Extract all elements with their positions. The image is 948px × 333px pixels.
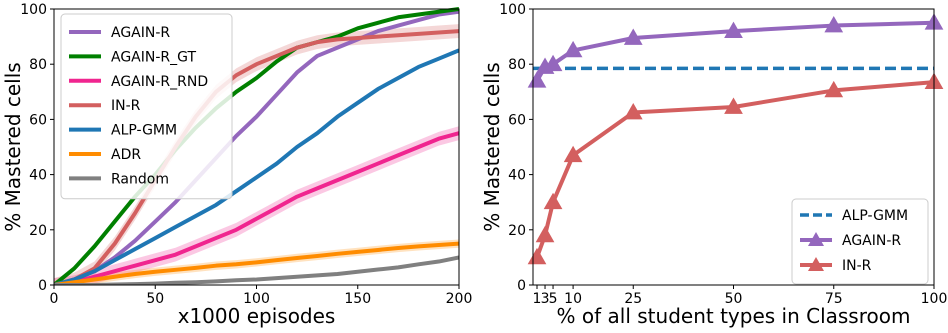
series-line-adr xyxy=(54,241,459,285)
x-tick-label: 100 xyxy=(921,291,948,307)
y-tick-label: 0 xyxy=(517,278,526,294)
legend-label-again-r: AGAIN-R xyxy=(111,25,170,41)
marker-in-r-10 xyxy=(563,145,583,163)
marker-in-r-1 xyxy=(527,247,547,265)
y-tick-label: 0 xyxy=(38,278,47,294)
legend-box xyxy=(791,198,929,285)
legend-label-alp-gmm: ALP-GMM xyxy=(111,123,177,139)
marker-in-r-75 xyxy=(824,80,844,98)
legend-label-again-r-rnd: AGAIN-R_RND xyxy=(111,74,208,90)
marker-in-r-5 xyxy=(543,192,563,210)
x-tick-label: 50 xyxy=(146,291,164,307)
series-line-in-r xyxy=(54,29,459,285)
x-tick-label: 0 xyxy=(50,291,59,307)
marker-again-r-25 xyxy=(623,28,643,45)
x-tick-label: 1 xyxy=(533,291,542,307)
y-tick-label: 60 xyxy=(29,112,47,128)
marker-in-r-25 xyxy=(623,102,643,120)
band-again-r-rnd xyxy=(54,126,459,285)
legend-label-again-r-gt: AGAIN-R_GT xyxy=(111,49,196,65)
marker-again-r-10 xyxy=(563,40,583,58)
x-tick-label: 5 xyxy=(549,291,558,307)
x-axis-label: % of all student types in Classroom xyxy=(557,304,911,328)
legend-label-in-r: IN-R xyxy=(111,98,141,114)
right-chart: 1 3 5 10 25 50 75 100 0 20 40 60 80 100 % of all stude… xyxy=(480,2,947,328)
x-tick-label: 200 xyxy=(446,291,473,307)
legend-label-alp-gmm: ALP-GMM xyxy=(842,208,908,224)
x-tick-label: 100 xyxy=(243,291,270,307)
series-line-again-r xyxy=(54,9,459,285)
marker-again-r-5 xyxy=(543,54,563,72)
legend: AGAIN-R AGAIN-R_GT AGAIN-R_RND IN-R ALP-GMM A… xyxy=(60,13,233,200)
y-tick-label: 80 xyxy=(29,57,47,73)
legend-box xyxy=(60,13,233,200)
legend-label-again-r: AGAIN-R xyxy=(842,233,901,249)
legend: ALP-GMM AGAIN-R IN-R xyxy=(791,198,929,285)
x-tick-label: 150 xyxy=(344,291,371,307)
y-axis-label: % Mastered cells xyxy=(1,62,25,231)
y-tick-label: 40 xyxy=(29,168,47,184)
series-group xyxy=(54,7,459,285)
series-line-again-r-gt xyxy=(54,7,459,285)
x-tick-label: 50 xyxy=(725,291,743,307)
x-tick-label: 10 xyxy=(564,291,582,307)
legend-label-random: Random xyxy=(111,171,169,187)
y-tick-label: 60 xyxy=(508,112,526,128)
y-axis-label: % Mastered cells xyxy=(480,62,504,231)
legend-label-adr: ADR xyxy=(111,147,141,163)
series-line-random xyxy=(54,255,459,285)
marker-in-r-50 xyxy=(724,97,743,114)
series-line-again-r-rnd xyxy=(54,131,459,285)
legend-label-in-r: IN-R xyxy=(842,258,872,274)
x-tick-label: 3 xyxy=(541,291,550,307)
legend-marker-in-r xyxy=(808,257,824,271)
y-tick-label: 80 xyxy=(508,57,526,73)
legend-marker-again-r xyxy=(808,232,824,246)
y-tick-label: 20 xyxy=(508,223,526,239)
y-tick-label: 40 xyxy=(508,168,526,184)
marker-again-r-50 xyxy=(724,21,743,38)
marker-again-r-75 xyxy=(824,16,844,33)
x-tick-label: 25 xyxy=(624,291,642,307)
marker-in-r-3 xyxy=(535,225,555,243)
x-tick-label: 75 xyxy=(825,291,843,307)
y-tick-label: 100 xyxy=(20,2,47,18)
y-tick-label: 20 xyxy=(29,223,47,239)
x-axis-label: x1000 episodes xyxy=(178,304,336,328)
y-tick-label: 100 xyxy=(499,2,526,18)
series-line-alp-gmm xyxy=(54,48,459,285)
